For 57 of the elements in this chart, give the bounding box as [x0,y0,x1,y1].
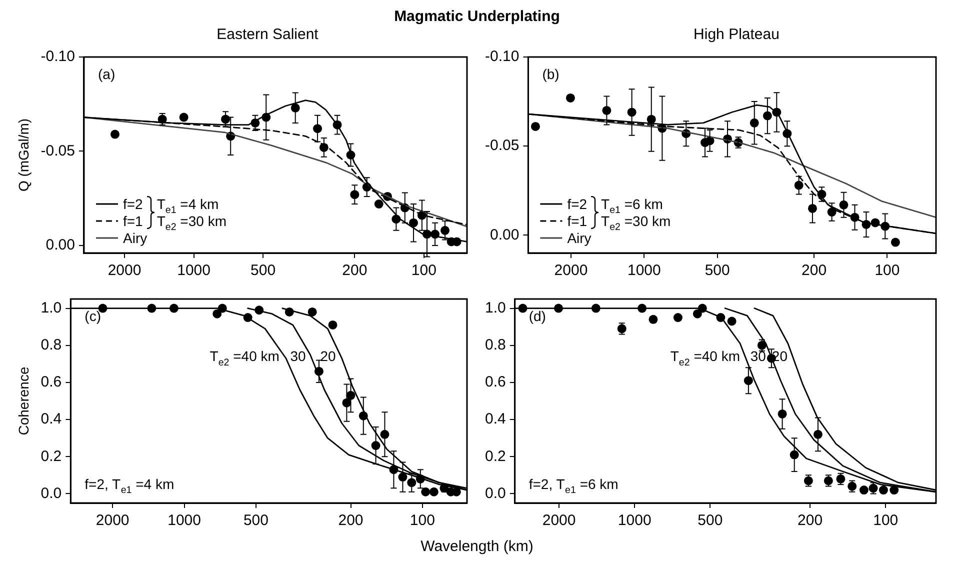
chart-subtitle: Eastern Salient [216,26,320,44]
x-tick-label: 1000 [618,512,652,530]
legend-label: f=2 [567,196,588,212]
x-tick-label: 500 [250,262,276,280]
y-tick-label: -0.10 [484,48,520,66]
y-tick-label: 0.6 [484,374,506,391]
y-tick-label: 0.8 [40,336,62,354]
y-tick-label: 0.2 [484,448,506,465]
annotation: (a) [98,66,116,82]
y-tick-label: -0.05 [484,137,520,154]
y-tick-label: 0.0 [484,484,506,502]
x-tick-label: 2000 [542,512,576,530]
legend-label: f=1 [122,213,144,229]
annotation: (c) [84,308,101,324]
series-label: 30 [290,348,306,364]
y-tick-label: 0.8 [484,336,506,354]
x-axis-title: Wavelength (km) [420,538,534,555]
x-tick-label: 100 [874,262,900,280]
x-tick-label: 200 [798,512,823,530]
annotation: (d) [528,308,546,324]
y-tick-label: 0.2 [40,448,62,465]
y-tick-label: 0.4 [484,410,506,428]
legend-label: f=2 [122,196,144,212]
y-tick-label: 0.4 [40,410,62,428]
series-label: 20 [320,348,336,364]
y-axis-title: Coherence [15,366,32,436]
x-tick-label: 200 [802,262,827,280]
x-tick-label: 200 [338,512,364,530]
y-tick-label: 1.0 [40,299,62,316]
x-tick-label: 2000 [108,262,142,280]
x-tick-label: 100 [410,512,435,530]
x-tick-label: 500 [243,512,268,530]
annotation: (b) [542,66,560,82]
x-tick-label: 200 [342,262,368,280]
legend-label: Airy [122,230,148,246]
x-tick-label: 1000 [168,512,201,530]
y-tick-label: 0.6 [40,374,62,391]
series-label: 30 [750,348,766,364]
y-tick-label: 0.00 [490,226,520,244]
x-tick-label: 100 [873,512,898,530]
chart-title: Magmatic Underplating [393,8,561,26]
x-tick-label: 2000 [96,512,130,530]
y-tick-label: -0.05 [40,142,75,160]
x-tick-label: 100 [411,262,436,280]
legend-label: f=1 [567,213,588,229]
x-tick-label: 500 [704,262,730,280]
x-tick-label: 500 [698,512,723,530]
y-tick-label: 0.0 [40,484,62,502]
y-axis-title: Q (mGal/m) [15,118,32,192]
chart-subtitle: High Plateau [692,26,780,44]
y-tick-label: -0.10 [40,48,75,66]
x-tick-label: 2000 [554,262,588,280]
x-tick-label: 1000 [627,262,661,280]
x-tick-label: 1000 [177,262,210,280]
y-tick-label: 0.00 [46,236,75,254]
y-tick-label: 1.0 [484,299,506,316]
legend-label: Airy [567,230,592,246]
